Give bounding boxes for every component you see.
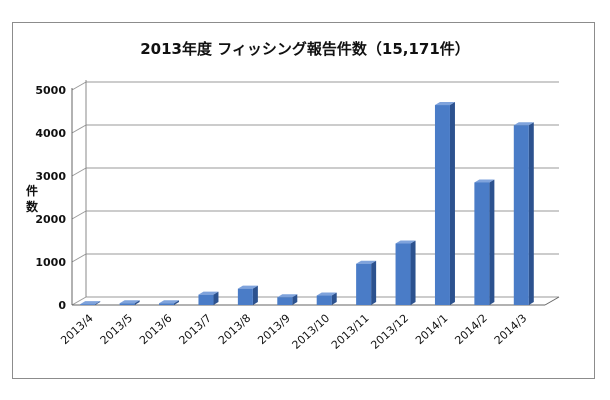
x-tick-label: 2014/1 — [413, 312, 450, 348]
y-tick-label: 2000 — [35, 213, 66, 226]
bar — [316, 292, 337, 305]
gridline — [71, 81, 559, 91]
bar — [434, 102, 455, 305]
y-tick-label: 5000 — [35, 84, 66, 97]
gridline — [71, 167, 559, 177]
bar — [237, 285, 258, 305]
bar — [198, 291, 219, 305]
x-tick-label: 2013/10 — [290, 312, 333, 352]
bar — [277, 294, 298, 305]
y-tick-label: 3000 — [35, 170, 66, 183]
bar — [513, 122, 534, 305]
x-tick-label: 2013/7 — [177, 312, 214, 348]
bar — [119, 300, 140, 305]
bar — [356, 260, 377, 305]
x-tick-label: 2014/3 — [492, 312, 529, 348]
bar — [159, 300, 180, 305]
bar — [395, 240, 416, 305]
chart-title: 2013年度 フィッシング報告件数（15,171件） — [140, 40, 470, 58]
x-tick-label: 2013/12 — [368, 312, 411, 352]
gridline — [71, 124, 559, 134]
bar — [474, 179, 495, 305]
x-tick-label: 2013/6 — [137, 312, 174, 348]
x-tick-label: 2013/4 — [58, 312, 95, 348]
x-tick-label: 2013/11 — [329, 312, 372, 352]
y-tick-label: 4000 — [35, 127, 66, 140]
x-tick-label: 2013/5 — [98, 312, 135, 348]
bar — [80, 301, 101, 305]
x-tick-label: 2013/9 — [255, 312, 292, 348]
y-axis-label: 件数 — [25, 184, 38, 214]
y-tick-label: 1000 — [35, 256, 66, 269]
floor-edge — [544, 296, 560, 306]
x-tick-label: 2013/8 — [216, 312, 253, 348]
y-tick-label: 0 — [58, 299, 66, 312]
x-tick-label: 2014/2 — [452, 312, 489, 348]
